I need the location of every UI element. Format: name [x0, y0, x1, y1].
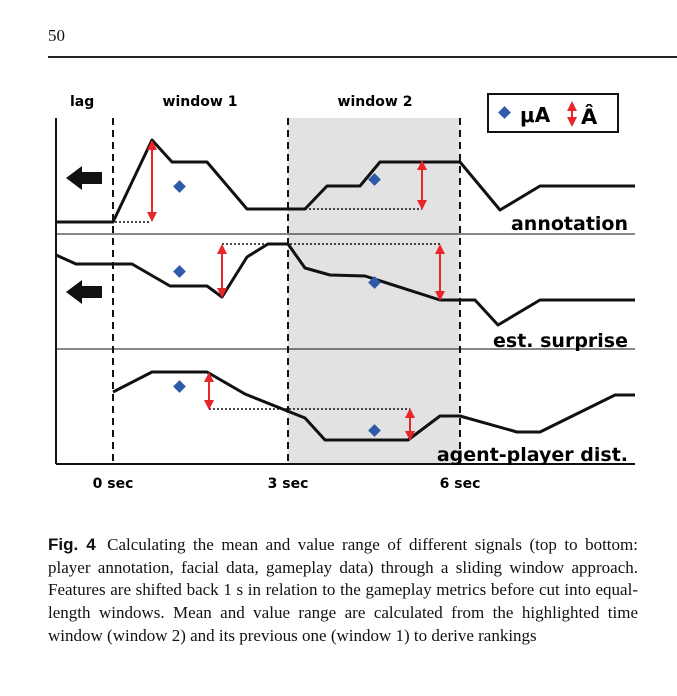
legend-mean-label: μA: [520, 103, 551, 127]
annotation-label: annotation: [511, 213, 628, 235]
distance-label: agent-player dist.: [437, 444, 628, 466]
lag-label: lag: [70, 94, 94, 110]
legend-mean-marker: [498, 106, 511, 119]
surprise-mean-w2: [368, 276, 381, 289]
time-label-3: 3 sec: [268, 476, 309, 492]
shift-arrow-annotation: [66, 166, 102, 190]
figure-caption: Fig. 4 Calculating the mean and value ra…: [48, 534, 638, 648]
annotation-mean-w1: [173, 180, 186, 193]
window1-label: window 1: [163, 94, 238, 110]
window2-label: window 2: [338, 94, 413, 110]
header-rule: [48, 56, 677, 58]
figure-4: lag window 1 window 2 μA Â annotation es…: [55, 93, 635, 492]
distance-mean-w2: [368, 424, 381, 437]
distance-mean-w1: [173, 380, 186, 393]
surprise-mean-w1: [173, 265, 186, 278]
time-label-6: 6 sec: [440, 476, 481, 492]
legend: μA Â: [487, 93, 619, 133]
caption-text: Calculating the mean and value range of …: [48, 535, 638, 645]
page-number: 50: [48, 26, 65, 45]
shift-arrow-surprise: [66, 280, 102, 304]
legend-range-label: Â: [581, 104, 598, 129]
caption-label: Fig. 4: [48, 535, 96, 554]
time-label-0: 0 sec: [93, 476, 134, 492]
annotation-mean-w2: [368, 173, 381, 186]
surprise-label: est. surprise: [493, 330, 628, 352]
